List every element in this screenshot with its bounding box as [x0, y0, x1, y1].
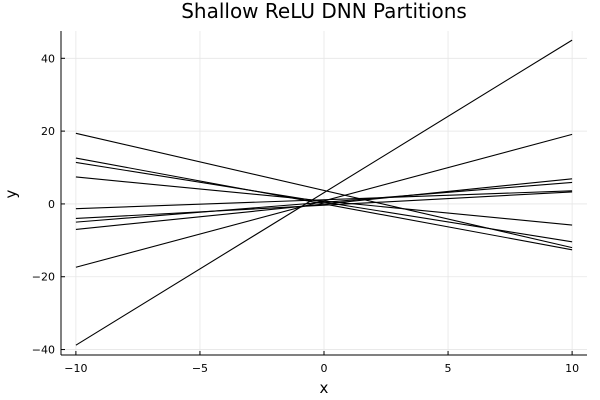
x-tick-label-1: −5	[192, 362, 208, 375]
series-line-5	[75, 176, 573, 226]
axes: −10 −5 0 5 10 −40 −20 0 20 40	[32, 31, 587, 375]
series-line-6	[75, 178, 573, 230]
series-line-7	[75, 181, 573, 223]
series-line-9	[75, 190, 573, 210]
x-tick-label-3: 5	[445, 362, 452, 375]
x-axis-label: x	[320, 379, 329, 397]
grid	[61, 31, 587, 355]
y-tick-label-1: −20	[32, 271, 55, 284]
series-line-8	[75, 191, 573, 220]
y-axis-label: y	[2, 189, 20, 198]
y-tick-label-3: 20	[41, 125, 55, 138]
x-tick-label-0: −10	[64, 362, 87, 375]
y-tick-label-2: 0	[48, 198, 55, 211]
y-tick-label-0: −40	[32, 344, 55, 357]
x-tick-label-2: 0	[321, 362, 328, 375]
series-line-0	[75, 39, 573, 346]
x-tick-label-4: 10	[565, 362, 579, 375]
y-tick-label-4: 40	[41, 52, 55, 65]
series-lines	[75, 39, 573, 346]
chart-title: Shallow ReLU DNN Partitions	[181, 0, 467, 23]
